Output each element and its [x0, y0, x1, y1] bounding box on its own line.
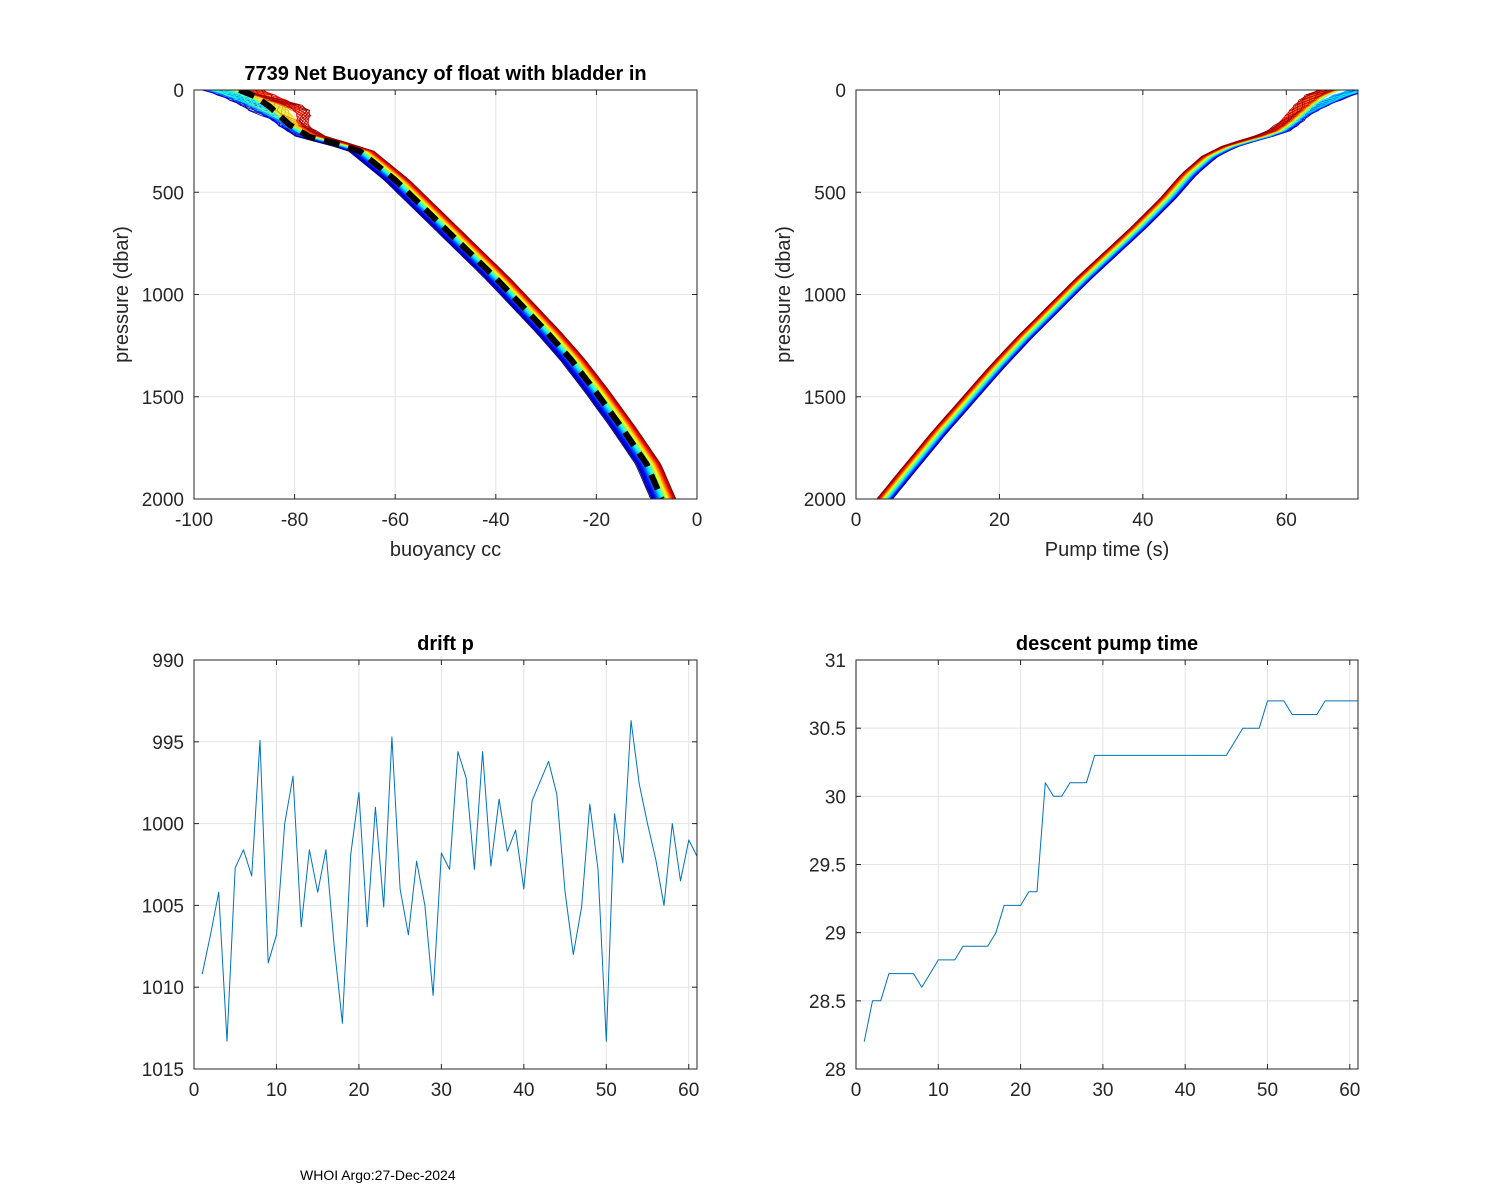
- y-tick-label: 31: [825, 651, 846, 672]
- x-tick-label: 50: [596, 1080, 617, 1101]
- plot-content: [201, 720, 697, 1042]
- profile-curves: [201, 90, 677, 499]
- x-tick-label: 60: [678, 1080, 699, 1101]
- x-tick-label: -20: [583, 510, 610, 531]
- y-tick-label: 990: [152, 651, 184, 672]
- x-tick-label: 20: [1010, 1080, 1031, 1101]
- x-tick-label: -80: [281, 510, 308, 531]
- y-tick-label: 30: [825, 787, 846, 808]
- x-tick-label: -60: [381, 510, 408, 531]
- y-tick-label: 30.5: [809, 719, 846, 740]
- chart-title: descent pump time: [1016, 633, 1198, 655]
- chart-title: drift p: [417, 633, 474, 655]
- profile-line: [243, 90, 677, 499]
- profile-line: [876, 90, 1321, 499]
- plot-content: [863, 700, 1358, 1042]
- x-tick-label: 10: [266, 1080, 287, 1101]
- y-axis-label: pressure (dbar): [773, 226, 795, 363]
- x-tick-label: 40: [1175, 1080, 1196, 1101]
- x-tick-label: 40: [513, 1080, 534, 1101]
- profile-curves: [876, 90, 1358, 499]
- y-tick-label: 29.5: [809, 856, 846, 877]
- grid-lines: [856, 660, 1358, 1069]
- x-axis-label: buoyancy cc: [390, 539, 501, 561]
- descent-points: [864, 700, 1358, 1042]
- x-tick-label: 0: [189, 1080, 200, 1101]
- mean-profile-line: [238, 90, 665, 499]
- x-tick-label: 20: [989, 510, 1010, 531]
- grid-lines: [856, 90, 1358, 499]
- plot-content: [201, 90, 677, 499]
- profile-line: [216, 90, 653, 499]
- y-tick-label: 500: [814, 183, 846, 204]
- chart-title: 7739 Net Buoyancy of float with bladder …: [244, 63, 646, 85]
- y-tick-label: 1015: [142, 1060, 184, 1081]
- axes-pumptime: 0 20 40 60 0 500 1000 1500 2000 Pump time (s) pres…: [773, 81, 1359, 561]
- y-axis-label: pressure (dbar): [111, 226, 133, 363]
- axes-descent: 0 10 20 30 40 50 60 28 28.5 29 29.5 30 30.5 31 descent…: [809, 633, 1360, 1101]
- y-tick-label: 500: [152, 183, 184, 204]
- x-tick-label: 0: [692, 510, 703, 531]
- y-tick-label: 2000: [804, 490, 846, 511]
- x-axis-label: Pump time (s): [1045, 539, 1169, 561]
- drift-points: [202, 720, 697, 1042]
- x-tick-label: 60: [1276, 510, 1297, 531]
- axes-buoyancy: -100 -80 -60 -40 -20 0 0 500 1000 1500 2000 7739 Ne…: [111, 63, 702, 561]
- footer-stamp: WHOI Argo:27-Dec-2024: [300, 1167, 456, 1183]
- x-tick-label: 60: [1339, 1080, 1360, 1101]
- y-tick-label: 995: [152, 733, 184, 754]
- grid-lines: [194, 660, 697, 1069]
- axes-frame: [193, 659, 698, 1070]
- y-tick-label: 1500: [804, 388, 846, 409]
- y-tick-label: 28.5: [809, 992, 846, 1013]
- x-tick-label: 20: [348, 1080, 369, 1101]
- y-tick-label: 0: [835, 81, 846, 102]
- y-tick-label: 1000: [804, 286, 846, 307]
- x-tick-label: -40: [482, 510, 509, 531]
- y-tick-label: 2000: [142, 490, 184, 511]
- x-tick-label: 0: [851, 1080, 862, 1101]
- y-tick-label: 1000: [142, 286, 184, 307]
- y-tick-label: 29: [825, 924, 846, 945]
- plot-content: [876, 90, 1358, 499]
- y-tick-label: 1005: [142, 896, 184, 917]
- y-tick-label: 1010: [142, 978, 184, 999]
- x-tick-label: 10: [928, 1080, 949, 1101]
- axes-drift: 0 10 20 30 40 50 60 990 995 1000 1005 1010 1015 drift…: [142, 633, 700, 1101]
- x-tick-label: 30: [1092, 1080, 1113, 1101]
- x-tick-label: 0: [851, 510, 862, 531]
- x-tick-label: 30: [431, 1080, 452, 1101]
- x-tick-label: 50: [1257, 1080, 1278, 1101]
- y-tick-label: 0: [173, 81, 184, 102]
- y-tick-label: 1000: [142, 815, 184, 836]
- profile-line: [208, 90, 652, 499]
- plot-area: [194, 660, 697, 1069]
- y-tick-label: 1500: [142, 388, 184, 409]
- x-tick-label: 40: [1132, 510, 1153, 531]
- y-tick-label: 28: [825, 1060, 846, 1081]
- x-tick-label: -100: [175, 510, 213, 531]
